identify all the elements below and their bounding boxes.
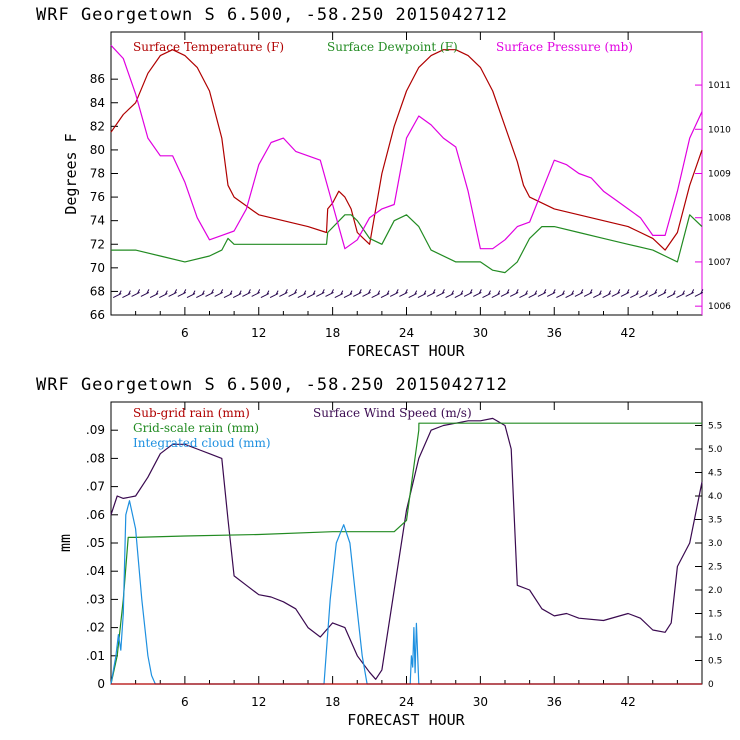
y-tick-label: .04 <box>86 564 105 578</box>
y2-tick-label: 2.5 <box>708 563 722 573</box>
y-tick-label: 70 <box>90 261 105 275</box>
x-tick-label: 18 <box>325 695 340 709</box>
y-tick-label: .09 <box>86 423 105 437</box>
y-axis-title: mm <box>56 534 74 552</box>
legend-gridscale-rain: Grid-scale rain (mm) <box>133 421 259 435</box>
y-tick-label: .07 <box>86 480 105 494</box>
x-tick-label: 42 <box>620 695 635 709</box>
y2-tick-label: 4.0 <box>708 492 723 502</box>
legend-subgrid-rain: Sub-grid rain (mm) <box>133 406 250 420</box>
y-tick-label: .01 <box>86 649 105 663</box>
x-axis-title: FORECAST HOUR <box>347 342 465 360</box>
x-tick-label: 36 <box>547 326 562 340</box>
x-tick-label: 30 <box>473 695 488 709</box>
y2-tick-label: 1.0 <box>708 633 723 643</box>
y-tick-label: 74 <box>90 214 105 228</box>
y-tick-label: .02 <box>86 621 105 635</box>
y-tick-label: 86 <box>90 72 105 86</box>
x-tick-label: 30 <box>473 326 488 340</box>
y-tick-label: .06 <box>86 508 105 522</box>
y-tick-label: 0 <box>97 677 105 691</box>
y-tick-label: 82 <box>90 119 105 133</box>
series-line-integrated-cloud-mm <box>110 500 702 685</box>
panel-header: WRF Georgetown S 6.500, -58.250 20150427… <box>36 375 508 395</box>
y-tick-label: 76 <box>90 190 105 204</box>
series-line-surface-temperature-f <box>110 49 703 251</box>
y2-tick-label: 1010 <box>708 125 731 135</box>
legend-dewpoint: Surface Dewpoint (F) <box>327 40 458 54</box>
x-tick-label: 24 <box>399 695 414 709</box>
y2-tick-label: 1009 <box>708 170 731 180</box>
y-tick-label: 84 <box>90 96 105 110</box>
series-line-grid-scale-rain-mm <box>110 422 702 685</box>
x-tick-label: 42 <box>620 326 635 340</box>
x-axis-title: FORECAST HOUR <box>347 711 465 729</box>
series-line-surface-pressure-mb <box>110 44 703 250</box>
y-tick-label: .08 <box>86 451 105 465</box>
legend-integrated-cloud: Integrated cloud (mm) <box>133 436 271 450</box>
x-tick-label: 18 <box>325 326 340 340</box>
y2-tick-label: 1.5 <box>708 610 722 620</box>
panel-header: WRF Georgetown S 6.500, -58.250 20150427… <box>36 5 508 25</box>
y-tick-label: 66 <box>90 308 105 322</box>
y2-tick-label: 4.5 <box>708 469 722 479</box>
y2-tick-label: 1006 <box>708 302 731 312</box>
y2-tick-label: 3.0 <box>708 539 723 549</box>
wind-barbs <box>112 289 704 299</box>
y2-tick-label: 1007 <box>708 258 731 268</box>
y2-tick-label: 1011 <box>708 81 731 91</box>
series-line-surface-wind-speed-m-s <box>110 417 703 680</box>
legend-wind-speed: Surface Wind Speed (m/s) <box>313 406 472 420</box>
temperature-panel: WRF Georgetown S 6.500, -58.250 20150427… <box>36 5 731 360</box>
y-tick-label: 72 <box>90 237 105 251</box>
y2-tick-label: 5.5 <box>708 422 722 432</box>
legend-pressure: Surface Pressure (mb) <box>496 40 633 54</box>
x-tick-label: 24 <box>399 326 414 340</box>
y2-tick-label: 0 <box>708 680 714 690</box>
y-tick-label: 80 <box>90 143 105 157</box>
x-tick-label: 6 <box>181 326 189 340</box>
x-tick-label: 12 <box>251 695 266 709</box>
y-tick-label: 68 <box>90 284 105 298</box>
y2-tick-label: 3.5 <box>708 516 722 526</box>
y2-tick-label: 1008 <box>708 214 731 224</box>
precipitation-panel: WRF Georgetown S 6.500, -58.250 20150427… <box>36 375 723 729</box>
y-tick-label: .05 <box>86 536 105 550</box>
x-tick-label: 36 <box>547 695 562 709</box>
y-tick-label: .03 <box>86 592 105 606</box>
y-axis-title: Degrees F <box>62 133 80 214</box>
legend-temperature: Surface Temperature (F) <box>133 40 284 54</box>
x-tick-label: 6 <box>181 695 189 709</box>
y2-tick-label: 0.5 <box>708 657 722 667</box>
series-line-surface-dewpoint-f <box>111 214 703 274</box>
y2-tick-label: 5.0 <box>708 445 723 455</box>
y2-tick-label: 2.0 <box>708 586 723 596</box>
x-tick-label: 12 <box>251 326 266 340</box>
y-tick-label: 78 <box>90 167 105 181</box>
plot-frame-left <box>110 31 703 316</box>
